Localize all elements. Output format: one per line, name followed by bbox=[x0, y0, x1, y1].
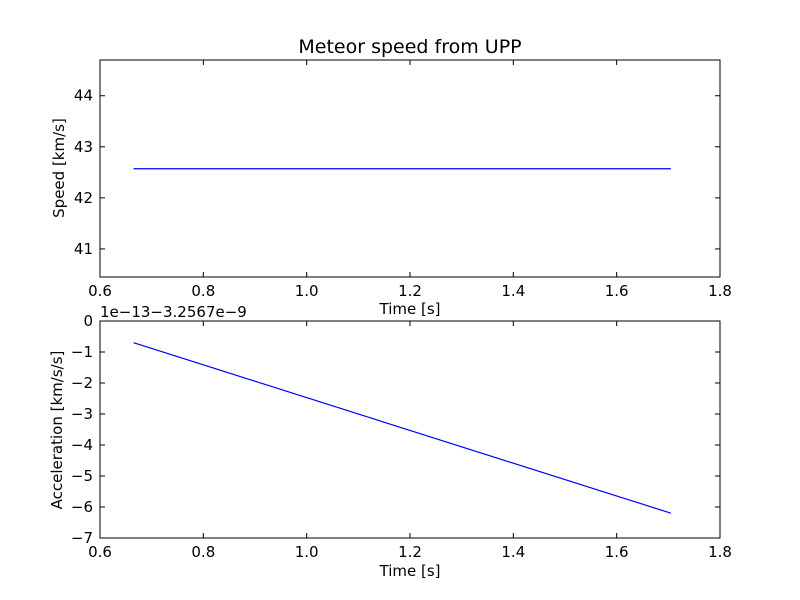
speed-y-axis-label: Speed [km/s] bbox=[50, 118, 68, 218]
speed-x-tick-label: 1.2 bbox=[398, 282, 422, 300]
acceleration-y-tick-label: −3 bbox=[71, 405, 93, 423]
acceleration-x-tick-label: 1.6 bbox=[605, 543, 629, 561]
acceleration-y-axis-label: Acceleration [km/s/s] bbox=[48, 351, 66, 510]
acceleration-y-tick-label: −7 bbox=[71, 529, 93, 547]
chart-title: Meteor speed from UPP bbox=[298, 36, 521, 58]
speed-x-tick-label: 1.8 bbox=[708, 282, 732, 300]
acceleration-x-tick-label: 1.0 bbox=[295, 543, 319, 561]
speed-y-tick-label: 41 bbox=[74, 240, 93, 258]
speed-panel: Meteor speed from UPP 0.6 0.8 1.0 1.2 1.4 1.6… bbox=[50, 36, 732, 318]
speed-x-tick-label: 1.0 bbox=[295, 282, 319, 300]
acceleration-series-line bbox=[133, 342, 672, 514]
speed-y-tick-label: 43 bbox=[74, 138, 93, 156]
speed-y-tick-label: 44 bbox=[74, 87, 93, 105]
speed-x-tick-label: 1.4 bbox=[501, 282, 525, 300]
speed-x-tick-label: 0.6 bbox=[88, 282, 112, 300]
speed-x-tick-label: 1.6 bbox=[605, 282, 629, 300]
acceleration-y-tick-label: −4 bbox=[71, 436, 93, 454]
acceleration-x-axis-label: Time [s] bbox=[379, 562, 441, 580]
acceleration-x-tick-label: 0.6 bbox=[88, 543, 112, 561]
acceleration-axes-ticks: 0.6 0.8 1.0 1.2 1.4 1.6 1.8 −7 −6 −5 −4 −3 −2 −1 0 bbox=[71, 312, 732, 561]
speed-x-tick-label: 0.8 bbox=[191, 282, 215, 300]
acceleration-y-tick-label: −5 bbox=[71, 467, 93, 485]
acceleration-plot-area bbox=[99, 320, 721, 539]
acceleration-panel: 0.6 0.8 1.0 1.2 1.4 1.6 1.8 −7 −6 −5 −4 −3 −2 −1 0 1e−… bbox=[48, 303, 732, 580]
acceleration-offset-label: 1e−13−3.2567e−9 bbox=[100, 303, 247, 321]
acceleration-y-tick-label: 0 bbox=[83, 312, 93, 330]
speed-axes-ticks: 0.6 0.8 1.0 1.2 1.4 1.6 1.8 41 42 43 44 bbox=[74, 60, 732, 300]
acceleration-x-tick-label: 1.2 bbox=[398, 543, 422, 561]
speed-x-axis-label: Time [s] bbox=[379, 300, 441, 318]
acceleration-x-tick-label: 0.8 bbox=[191, 543, 215, 561]
acceleration-y-tick-label: −1 bbox=[71, 343, 93, 361]
acceleration-y-tick-label: −6 bbox=[71, 498, 93, 516]
speed-y-tick-label: 42 bbox=[74, 189, 93, 207]
acceleration-x-tick-label: 1.4 bbox=[501, 543, 525, 561]
acceleration-y-tick-label: −2 bbox=[71, 374, 93, 392]
acceleration-x-tick-label: 1.8 bbox=[708, 543, 732, 561]
